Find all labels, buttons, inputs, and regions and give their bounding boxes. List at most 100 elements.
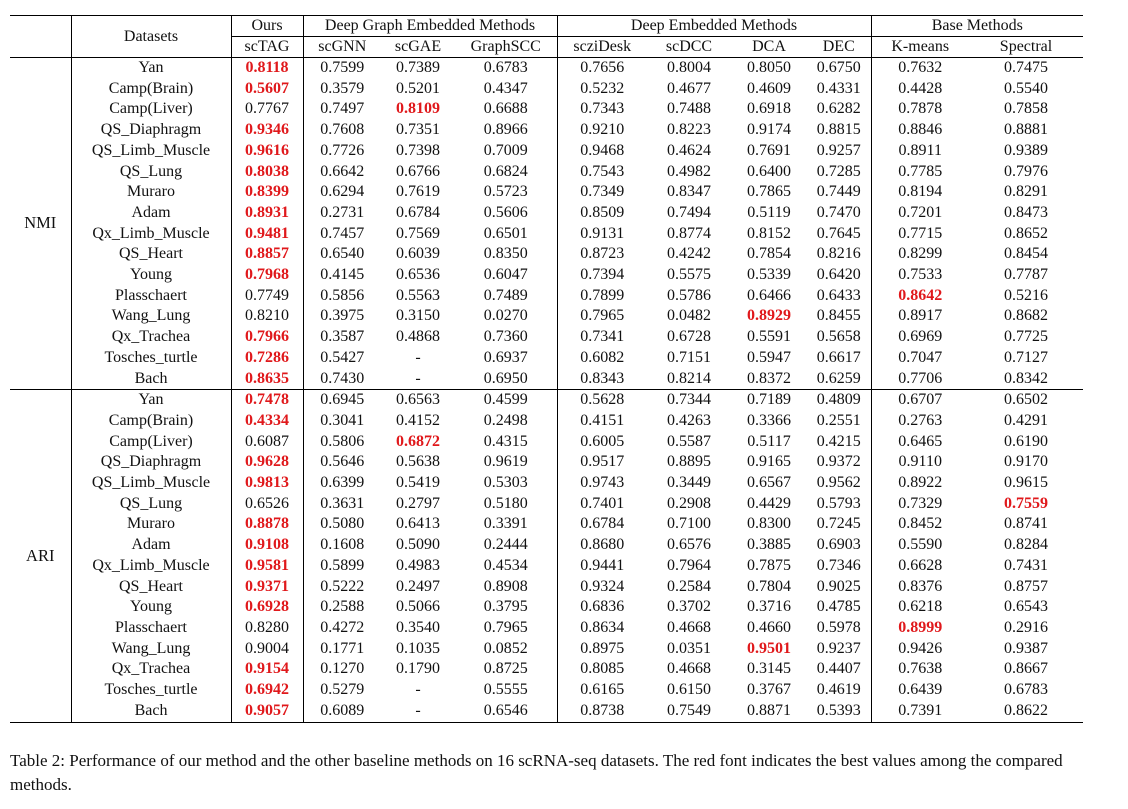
value-cell: 0.7245 [807,514,872,536]
value-cell: 0.8210 [231,306,304,328]
value-cell: 0.7488 [667,100,711,118]
value-cell: 0.7785 [898,162,943,180]
value-cell: 0.4347 [455,78,558,100]
value-cell: 0.7346 [807,555,872,577]
value-cell: 0.3366 [747,411,791,429]
value-cell: 0.6642 [320,162,365,180]
value-cell: 0.7656 [580,59,625,76]
value-cell: 0.7497 [320,100,365,118]
value-cell: 0.9004 [231,638,304,660]
value-cell: 0.6784 [396,203,440,221]
value-cell: 0.6400 [747,162,791,180]
value-cell: 0.5222 [320,577,365,595]
value-cell: 0.7151 [667,348,711,366]
value-cell: 0.7645 [807,223,872,245]
value-cell: 0.8908 [455,576,558,598]
value-cell: 0.5090 [396,536,440,554]
value-cell: 0.6047 [455,265,558,286]
table-row: Qx_Trachea 0.9154 0.1270 0.1790 0.8725 0.8085… [10,659,1083,681]
value-cell: 0.1270 [320,660,365,678]
dataset-name: Tosches_turtle [70,680,232,701]
value-cell: 0.3587 [320,328,365,346]
value-cell: 0.7349 [580,183,625,201]
value-cell: 0.7899 [580,286,625,304]
best-value-cell: 0.8878 [231,514,304,536]
value-cell: 0.5628 [580,391,625,409]
dataset-name: Plasschaert [70,617,232,639]
value-cell: 0.6707 [898,391,943,409]
value-cell: 0.7285 [807,161,872,183]
dataset-name: Camp(Liver) [70,431,232,453]
value-cell: 0.6501 [455,223,558,245]
header-group-row: Datasets Ours Deep Graph Embedded Method… [10,15,1084,58]
dataset-name: QS_Lung [70,161,232,183]
value-cell: 0.7726 [320,141,365,159]
value-cell: 0.2908 [667,494,711,512]
value-cell: 0.5899 [320,556,365,574]
value-cell: 0.8881 [1004,121,1048,139]
table-caption: Table 2: Performance of our method and t… [10,751,1063,794]
value-cell: 0.7475 [1004,59,1048,76]
value-cell: 0.7706 [871,368,969,391]
value-cell: 0.4609 [747,79,791,97]
value-cell: 0.6439 [898,681,943,699]
best-value-cell: 0.9371 [231,576,304,598]
value-cell: 0.8871 [731,700,807,723]
best-value-cell: 0.9581 [231,555,304,577]
dataset-name: QS_Limb_Muscle [70,473,232,494]
value-cell: 0.7858 [1004,100,1048,118]
value-cell: 0.0482 [667,307,711,325]
value-cell: 0.9619 [455,452,558,474]
value-cell: 0.4619 [807,680,872,701]
best-value-cell: 0.8399 [231,182,304,203]
value-cell: 0.5216 [1004,286,1048,304]
value-cell: 0.6087 [231,431,304,453]
value-cell: 0.4982 [667,162,711,180]
value-cell: 0.9426 [898,639,943,657]
dataset-name: Young [70,597,232,618]
value-cell: 0.1035 [396,639,440,657]
value-cell: 0.4407 [807,659,872,681]
value-cell: 0.3885 [747,536,791,554]
table-row: Muraro 0.8878 0.5080 0.6413 0.3391 0.6784 0.71… [10,514,1083,536]
value-cell: 0.6937 [455,347,558,369]
method-header-dca: DCA [731,36,807,58]
dataset-name: Bach [70,700,232,723]
value-cell: 0.6750 [807,57,872,79]
value-cell: 0.4668 [667,618,711,636]
value-cell: 0.6502 [1004,391,1048,409]
value-cell: 0.6399 [320,474,365,492]
value-cell: 0.7489 [455,285,558,307]
dataset-name: Bach [70,368,232,391]
dataset-name: Wang_Lung [70,306,232,328]
table-row: ARI Yan 0.7478 0.6945 0.6563 0.4599 0.5628 0.73… [10,389,1083,723]
table-body: NMI Yan 0.8118 0.7599 0.7389 0.6783 0.7656 0.80… [10,57,1084,723]
table-row: QS_Limb_Muscle 0.9813 0.6399 0.5419 0.5303 0.… [10,473,1083,494]
dataset-name: QS_Diaphragm [70,452,232,474]
value-cell: 0.8473 [1004,203,1048,221]
value-cell: 0.5232 [580,79,625,97]
value-cell: 0.5117 [747,432,791,450]
value-cell: 0.8299 [898,245,943,263]
value-cell: 0.3975 [320,307,365,325]
value-cell: 0.9743 [580,474,625,492]
best-value-cell: 0.9057 [231,700,304,723]
dataset-name: QS_Lung [70,493,232,515]
value-cell: 0.3041 [320,411,365,429]
value-cell: 0.5590 [898,536,943,554]
value-cell: 0.5279 [320,681,365,699]
best-value-cell: 0.8857 [231,244,304,266]
value-cell: 0.0351 [667,639,711,657]
value-cell: 0.7494 [667,203,711,221]
dataset-name: Camp(Brain) [70,410,232,432]
method-header-sczidesk: scziDesk [557,36,647,58]
value-cell: 0.5723 [455,182,558,203]
value-cell: 0.7965 [580,307,625,325]
table-row: Adam 0.8931 0.2731 0.6784 0.5606 0.8509 0.7494… [10,202,1083,224]
value-cell: 0.1771 [320,639,365,657]
table-row: Tosches_turtle 0.7286 0.5427 - 0.6937 0.6082 0… [10,347,1083,369]
value-cell: 0.7394 [580,266,625,284]
value-cell: 0.9441 [580,556,625,574]
value-cell: 0.5978 [807,617,872,639]
value-cell: 0.8652 [1004,224,1048,242]
